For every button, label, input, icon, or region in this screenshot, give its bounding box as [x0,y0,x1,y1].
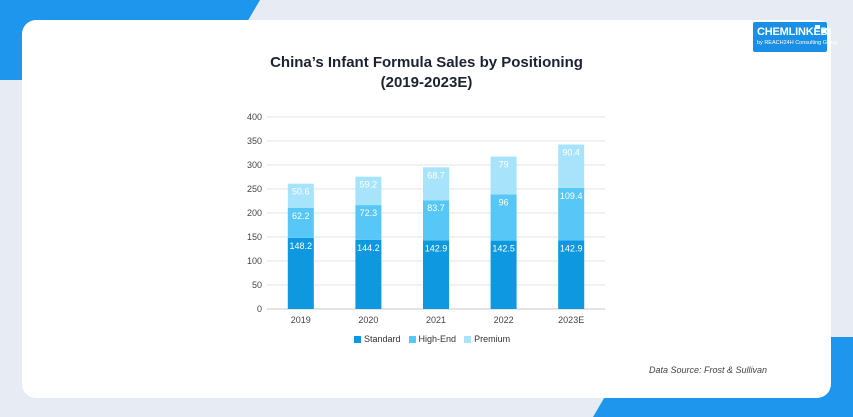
legend-item-premium: Premium [464,334,510,344]
data-label: 142.9 [560,243,583,253]
bar-segment-high-end [355,205,382,240]
y-tick-label: 250 [247,184,262,194]
legend-item-high-end: High-End [408,334,457,344]
legend-label-high-end: High-End [418,334,457,344]
bar-segment-premium [423,167,449,201]
legend-swatch-high-end [408,335,416,343]
data-label: 50.6 [292,187,310,197]
data-label: 96 [499,198,509,208]
data-label: 59.2 [360,180,378,190]
data-label: 79 [499,160,509,170]
y-tick-label: 400 [247,112,262,122]
legend-label-premium: Premium [474,334,511,344]
legend-swatch-standard [354,335,361,343]
data-label: 83.7 [427,203,445,213]
chart-title: China’s Infant Formula Sales by Position… [270,54,583,71]
data-label: 90.4 [562,148,580,158]
data-label: 142.9 [425,243,448,253]
bar-segment-standard [287,237,314,309]
chart-legend: Standard High-End Premium [354,334,510,344]
legend-item-standard: Standard [354,334,401,344]
data-source-note: Data Source: Frost & Sullivan [649,365,768,375]
chemlinked-logo: CHEMLINKED by REACH24H Consulting Group [753,22,838,52]
logo-name: CHEMLINKED [757,26,829,38]
y-tick-label: 200 [247,208,262,218]
data-label: 68.7 [427,170,445,180]
legend-label-standard: Standard [364,334,401,344]
logo-tagline: by REACH24H Consulting Group [757,40,839,46]
bar-segment-premium [490,156,517,195]
data-label: 142.5 [492,244,515,254]
bar-segment-high-end [423,200,449,241]
x-tick-label: 2022 [494,315,514,325]
legend-swatch-premium [464,335,472,343]
y-tick-label: 300 [247,160,262,170]
bar-segment-standard [490,240,517,309]
bar-segment-high-end [490,194,517,241]
bar-segment-premium [558,144,585,188]
data-label: 62.2 [292,211,310,221]
data-label: 144.2 [357,243,380,253]
chart-subtitle: (2019-2023E) [380,74,473,91]
x-tick-label: 2020 [358,315,378,325]
x-tick-label: 2019 [291,315,311,325]
bar-segment-high-end [558,187,585,241]
bar-segment-standard [558,240,585,309]
y-tick-label: 0 [257,304,262,314]
bar-segment-standard [355,239,382,309]
data-label: 72.3 [360,208,378,218]
bar-segment-premium [287,183,314,209]
data-label: 148.2 [290,241,313,251]
logo-square-icon [821,29,826,33]
bar-segment-premium [355,176,382,206]
y-tick-label: 50 [252,280,262,290]
y-tick-label: 350 [247,136,262,146]
data-label: 109.4 [560,191,583,201]
bar-segment-high-end [287,208,314,238]
x-tick-label: 2023E [558,315,584,325]
bar-segment-standard [423,240,449,309]
y-tick-label: 100 [247,256,262,266]
logo-square-icon [815,25,820,29]
x-tick-label: 2021 [426,315,446,325]
y-tick-label: 150 [247,232,262,242]
